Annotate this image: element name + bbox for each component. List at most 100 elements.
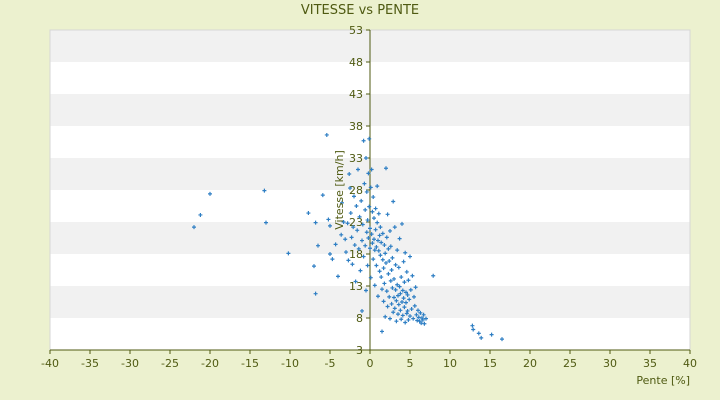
data-point (306, 211, 311, 216)
data-point (376, 294, 380, 299)
data-point (328, 252, 332, 256)
data-point (375, 184, 380, 189)
chart-title: VITESSE vs PENTE (301, 3, 419, 18)
data-point (397, 284, 402, 289)
data-point (396, 302, 401, 307)
data-point (389, 301, 394, 306)
data-point (320, 193, 325, 198)
data-point (355, 228, 360, 233)
data-point (371, 257, 376, 262)
y-tick-label: 13 (349, 280, 363, 293)
data-point (401, 296, 406, 301)
data-point (372, 283, 377, 288)
x-tick-label: -25 (161, 357, 179, 370)
data-point (408, 287, 413, 292)
data-point (419, 321, 424, 326)
data-point (405, 308, 410, 313)
data-point (348, 186, 352, 191)
data-point (403, 250, 408, 255)
data-point (367, 204, 372, 209)
data-point (402, 280, 407, 285)
data-point (400, 313, 405, 318)
data-point (372, 216, 376, 221)
data-point (312, 264, 316, 269)
data-point (198, 212, 203, 217)
data-point (398, 308, 403, 313)
data-point (328, 223, 332, 228)
data-point (384, 289, 389, 294)
data-point (324, 132, 329, 137)
y-tick-label: 23 (349, 216, 363, 229)
data-point (341, 220, 346, 224)
data-point (363, 243, 368, 248)
data-point (362, 181, 367, 186)
data-point (376, 238, 380, 243)
data-point (366, 236, 371, 240)
y-axis-label: Vitesse [km/h] (333, 150, 346, 230)
data-point (373, 206, 378, 211)
data-point (400, 221, 404, 226)
data-point (326, 217, 331, 222)
x-axis-ticks: -40 -35 -30 -25 -20 -15 -10 -5 0 5 10 15 20 25 30 35 40 (41, 350, 697, 370)
data-point (380, 287, 384, 292)
data-point (408, 254, 412, 259)
y-tick-label: 38 (349, 120, 363, 133)
data-point (424, 316, 428, 321)
data-point (262, 188, 267, 193)
data-point (352, 194, 356, 199)
data-point (374, 244, 379, 249)
data-point (377, 269, 382, 274)
data-point (384, 166, 388, 171)
data-point (393, 262, 398, 267)
x-tick-label: -20 (201, 357, 219, 370)
data-point (353, 279, 358, 284)
data-point (391, 199, 396, 204)
data-point (422, 321, 427, 326)
data-point (409, 307, 414, 312)
data-point (359, 198, 364, 203)
data-point (421, 312, 426, 317)
x-tick-label: -40 (41, 357, 59, 370)
data-point (286, 251, 291, 256)
data-point (356, 246, 361, 251)
data-point (365, 263, 370, 268)
data-point (367, 136, 372, 141)
data-point (392, 295, 396, 300)
x-tick-label: 20 (523, 357, 537, 370)
data-point (384, 235, 389, 240)
data-point (394, 319, 399, 324)
data-point (364, 288, 368, 293)
data-point (411, 316, 416, 321)
data-point (395, 248, 400, 253)
data-point (415, 318, 420, 323)
data-point (370, 209, 375, 214)
data-point (366, 171, 371, 176)
data-point (378, 225, 383, 230)
data-point (372, 237, 376, 242)
data-point (330, 257, 335, 262)
data-point (476, 331, 481, 336)
data-point (360, 238, 364, 243)
data-point (370, 241, 375, 246)
data-point (365, 218, 370, 223)
data-point (392, 225, 397, 230)
data-point (386, 246, 391, 251)
data-point (381, 266, 386, 271)
data-point (364, 230, 369, 235)
data-point (406, 317, 411, 322)
data-point (401, 259, 406, 264)
data-point (373, 227, 378, 232)
x-tick-label: -5 (325, 357, 336, 370)
data-point (412, 303, 417, 308)
data-point (396, 293, 400, 298)
data-point (352, 243, 357, 248)
data-point (350, 262, 355, 267)
data-point (364, 156, 368, 160)
data-point (390, 285, 395, 290)
data-point (386, 271, 391, 276)
data-point (402, 305, 407, 310)
data-point (388, 316, 392, 321)
x-tick-label: 30 (603, 357, 617, 370)
data-point (387, 294, 392, 299)
